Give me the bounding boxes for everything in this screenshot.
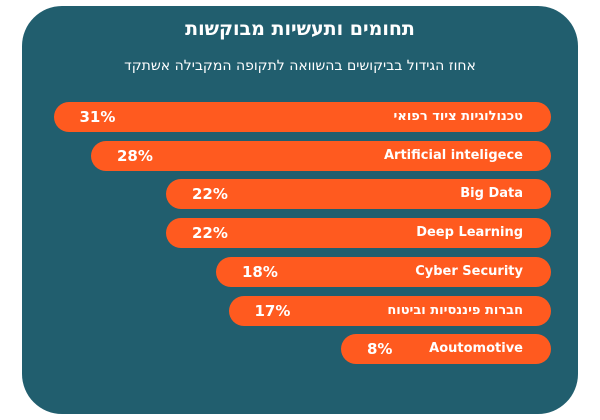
bar-value-label: 22% bbox=[192, 224, 228, 243]
bar-1: 31% טכנולוגיות ציוד רפואי bbox=[53, 102, 551, 132]
bar-value-label: 22% bbox=[192, 185, 228, 204]
bar-category-label: Big Data bbox=[460, 186, 523, 202]
bar-5: 18% Cyber Security bbox=[216, 256, 551, 287]
bar-3: 22% Big Data bbox=[166, 179, 551, 210]
bar-category-label: חברות פיננסיות וביטוח bbox=[387, 302, 523, 318]
chart-subtitle: אחוז הגידול בביקושים בהשוואה לתקופה המקב… bbox=[124, 58, 476, 74]
bar-6: 17% חברות פיננסיות וביטוח bbox=[228, 295, 551, 326]
bar-category-label: Aoutomotive bbox=[429, 341, 523, 357]
bar-7: 8% Aoutomotive bbox=[341, 334, 551, 365]
bar-value-label: 31% bbox=[79, 108, 116, 126]
bar-value-label: 18% bbox=[242, 262, 278, 281]
bar-2: 28% Artificial inteligece bbox=[91, 140, 551, 171]
bar-value-label: 28% bbox=[117, 146, 153, 165]
bar-value-label: 8% bbox=[367, 340, 393, 359]
bar-4: 22% Deep Learning bbox=[166, 218, 551, 249]
bar-category-label: Artificial inteligece bbox=[384, 147, 523, 163]
bar-category-label: טכנולוגיות ציוד רפואי bbox=[393, 109, 523, 124]
chart-title: תחומים ותעשיות מבוקשות bbox=[185, 18, 415, 40]
bar-category-label: Deep Learning bbox=[416, 225, 523, 241]
bar-category-label: Cyber Security bbox=[415, 263, 523, 279]
bar-value-label: 17% bbox=[254, 301, 291, 320]
